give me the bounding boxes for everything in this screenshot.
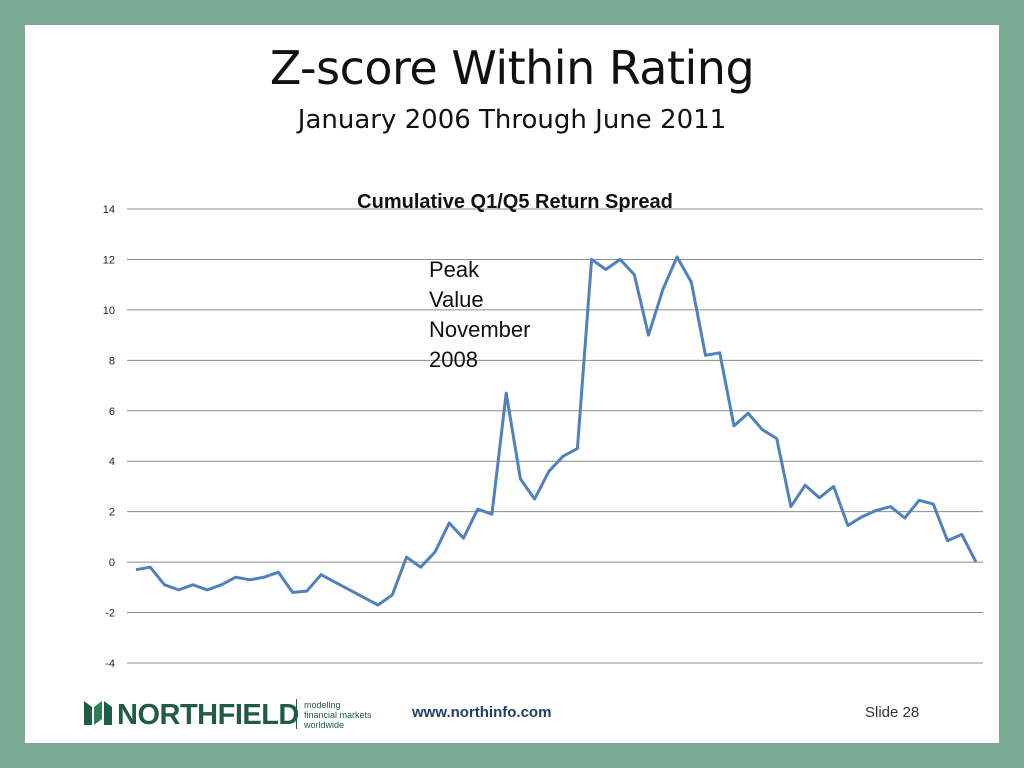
slide-subtitle: January 2006 Through June 2011 [297,105,727,135]
peak-annotation: Peak Value November 2008 [429,255,559,375]
peak-annotation-line: Peak [429,257,480,282]
logo-divider [296,699,297,729]
chart-title: Cumulative Q1/Q5 Return Spread [357,191,673,213]
y-tick-label: 2 [109,507,115,519]
y-tick-label: 14 [103,204,115,216]
line-chart: 14 12 10 8 6 4 2 0 -2 -4 Cumulative Q1/Q5 Return … [103,191,983,670]
y-tick-label: 8 [109,355,115,367]
slide-title: Z-score Within Rating [269,41,755,95]
chart-gridlines [127,208,983,664]
logo-tagline-line: modeling [304,700,341,710]
slide: Z-score Within Rating January 2006 Throu… [25,25,999,743]
logo-tagline-line: financial markets [304,710,372,720]
footer-url-link[interactable]: www.northinfo.com [412,704,552,721]
y-tick-label: 0 [109,557,115,569]
logo-tagline-line: worldwide [304,720,345,730]
slide-number: Slide 28 [865,704,920,721]
peak-annotation-line: November [429,317,531,342]
y-tick-label: 6 [109,406,115,418]
y-tick-label: 4 [109,456,115,468]
northfield-logo-icon [84,701,112,725]
series-line [135,255,978,607]
y-tick-label: -2 [105,608,115,620]
logo-tagline: modeling financial markets worldwide [304,700,374,730]
logo-wordmark: NORTHFIELD [117,699,299,731]
peak-annotation-line: 2008 [429,347,478,372]
y-tick-label: 12 [103,254,115,266]
y-axis-ticks: 14 12 10 8 6 4 2 0 -2 -4 [103,204,115,670]
chart-series [135,255,978,607]
y-tick-label: -4 [105,658,115,670]
peak-annotation-line: Value [429,287,484,312]
y-tick-label: 10 [103,305,115,317]
